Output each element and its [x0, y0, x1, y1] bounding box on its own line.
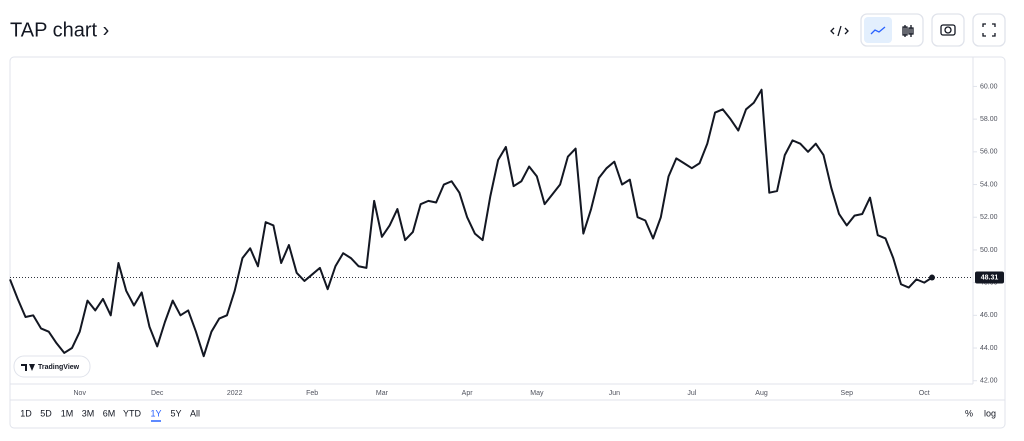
scale-option[interactable]: log	[984, 408, 996, 418]
range-button[interactable]: YTD	[123, 408, 142, 418]
y-tick-label: 56.00	[980, 149, 998, 156]
range-button[interactable]: All	[190, 408, 200, 418]
range-button[interactable]: 1D	[20, 408, 32, 418]
y-tick-label: 60.00	[980, 83, 998, 90]
fullscreen-btn[interactable]	[972, 13, 1006, 47]
last-price-badge	[975, 271, 1004, 284]
y-tick-label: 52.00	[980, 214, 998, 221]
toolbar	[830, 13, 1006, 47]
chart-type-group	[860, 13, 924, 47]
price-line	[9, 88, 933, 358]
y-tick-label: 42.00	[980, 378, 998, 385]
x-tick-label: Feb	[306, 390, 318, 397]
x-tick-label: Sep	[841, 390, 854, 397]
x-tick-label: Jun	[609, 390, 620, 397]
candle-icon[interactable]	[902, 25, 914, 37]
x-tick-label: May	[530, 390, 544, 397]
range-button[interactable]: 3M	[82, 408, 95, 418]
chart-frame	[9, 56, 1006, 429]
range-button[interactable]: 6M	[103, 408, 116, 418]
y-tick-label: 44.00	[980, 345, 998, 352]
range-button[interactable]: 1M	[61, 408, 74, 418]
watermark: TradingView	[38, 364, 80, 371]
page-title[interactable]: TAP chart ›	[10, 19, 109, 41]
scale-option[interactable]: %	[965, 408, 973, 418]
last-point	[929, 274, 935, 281]
x-tick-label: Jul	[687, 390, 696, 397]
embed-icon[interactable]	[830, 25, 849, 37]
camera-btn[interactable]	[931, 13, 965, 47]
line-icon	[870, 26, 886, 35]
x-tick-label: Mar	[376, 390, 389, 397]
x-tick-label: Oct	[919, 390, 930, 397]
x-tick-label: Nov	[74, 390, 87, 397]
y-tick-label: 58.00	[980, 116, 998, 123]
y-tick-label: 50.00	[980, 247, 998, 254]
x-tick-label: Apr	[462, 390, 474, 397]
last-price-label: 48.31	[981, 274, 999, 281]
y-tick-label: 46.00	[980, 312, 998, 319]
range-button[interactable]: 5D	[40, 408, 52, 418]
range-button[interactable]: 5Y	[170, 408, 181, 418]
watermark-logo	[21, 364, 35, 371]
line-type-active[interactable]	[864, 17, 892, 43]
x-tick-label: 2022	[227, 390, 243, 397]
watermark-box	[13, 355, 91, 378]
x-tick-label: Dec	[151, 390, 164, 397]
x-tick-label: Aug	[755, 390, 768, 397]
y-tick-label: 54.00	[980, 181, 998, 188]
range-button[interactable]: 1Y	[150, 408, 161, 418]
